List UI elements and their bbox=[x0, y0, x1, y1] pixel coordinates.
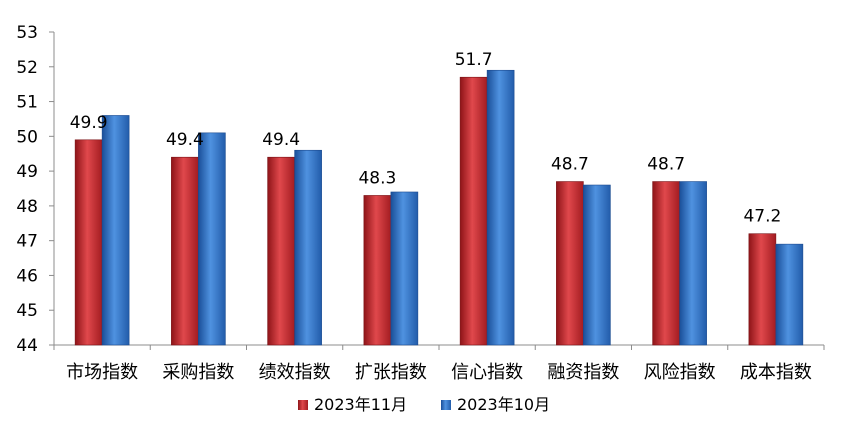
x-category-label: 扩张指数 bbox=[355, 362, 427, 383]
legend-swatch bbox=[441, 400, 451, 410]
x-category-label: 风险指数 bbox=[644, 362, 716, 383]
y-tick-label: 45 bbox=[16, 301, 38, 321]
y-tick-label: 49 bbox=[16, 162, 38, 182]
bar-series-1 bbox=[748, 233, 777, 346]
data-label: 51.7 bbox=[455, 50, 493, 70]
bar-series-1 bbox=[267, 156, 295, 346]
data-label: 49.9 bbox=[70, 113, 108, 133]
data-label: 47.2 bbox=[743, 207, 781, 227]
bar-series-1 bbox=[652, 181, 680, 346]
bar-series-2 bbox=[775, 243, 804, 346]
legend-swatch bbox=[298, 400, 308, 410]
axes: 44 45 46 47 48 49 50 51 52 53 市场指数 采购指数 绩效指数 扩张指数 信心指数… bbox=[16, 23, 825, 383]
bars bbox=[74, 69, 804, 346]
bar-series-2 bbox=[198, 132, 226, 346]
y-tick-label: 44 bbox=[16, 336, 38, 356]
y-tick-label: 50 bbox=[16, 127, 38, 147]
x-category-label: 采购指数 bbox=[162, 362, 234, 383]
bar-series-2 bbox=[486, 69, 515, 346]
bar-series-2 bbox=[583, 184, 611, 346]
bar-series-1 bbox=[459, 76, 488, 346]
bar-series-1 bbox=[363, 195, 392, 346]
data-labels: 49.9 49.4 49.4 48.3 51.7 48.7 48.7 47.2 bbox=[70, 50, 782, 227]
bar-series-1 bbox=[171, 156, 199, 346]
data-label: 48.3 bbox=[358, 168, 396, 188]
y-tick-label: 51 bbox=[16, 93, 38, 113]
x-category-label: 融资指数 bbox=[547, 362, 619, 383]
data-label: 49.4 bbox=[262, 130, 300, 150]
legend-label: 2023年10月 bbox=[457, 395, 550, 414]
bar-series-2 bbox=[101, 115, 130, 346]
bar-series-1 bbox=[74, 139, 103, 346]
y-tick-label: 52 bbox=[16, 58, 38, 78]
x-category-label: 市场指数 bbox=[66, 362, 138, 383]
y-tick-label: 47 bbox=[16, 232, 38, 252]
y-tick-label: 48 bbox=[16, 197, 38, 217]
y-tick-label: 53 bbox=[16, 23, 38, 43]
bar-series-2 bbox=[390, 191, 419, 346]
x-category-label: 成本指数 bbox=[740, 362, 812, 383]
y-tick-label: 46 bbox=[16, 266, 38, 286]
bar-series-2 bbox=[294, 149, 322, 346]
data-label: 48.7 bbox=[647, 155, 685, 175]
data-label: 48.7 bbox=[551, 155, 589, 175]
data-label: 49.4 bbox=[166, 130, 204, 150]
x-category-label: 绩效指数 bbox=[259, 362, 331, 383]
legend: 2023年11月 2023年10月 bbox=[298, 395, 550, 414]
legend-label: 2023年11月 bbox=[314, 395, 407, 414]
bar-series-1 bbox=[556, 181, 584, 346]
bar-series-2 bbox=[679, 181, 707, 346]
x-category-label: 信心指数 bbox=[451, 362, 523, 383]
